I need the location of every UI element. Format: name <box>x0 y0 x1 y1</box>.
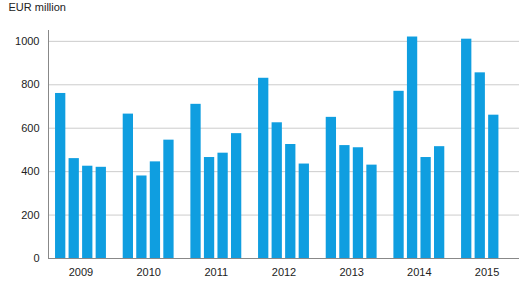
svg-text:2010: 2010 <box>136 266 160 278</box>
svg-text:2011: 2011 <box>204 266 228 278</box>
svg-text:0: 0 <box>33 252 39 264</box>
svg-text:2009: 2009 <box>69 266 93 278</box>
svg-text:2013: 2013 <box>339 266 363 278</box>
svg-text:2015: 2015 <box>475 266 499 278</box>
svg-text:2012: 2012 <box>272 266 296 278</box>
svg-text:800: 800 <box>21 78 39 90</box>
svg-text:EUR million: EUR million <box>9 1 66 13</box>
svg-text:1000: 1000 <box>15 35 39 47</box>
svg-text:2014: 2014 <box>407 266 431 278</box>
svg-text:400: 400 <box>21 165 39 177</box>
svg-text:600: 600 <box>21 122 39 134</box>
svg-text:200: 200 <box>21 209 39 221</box>
